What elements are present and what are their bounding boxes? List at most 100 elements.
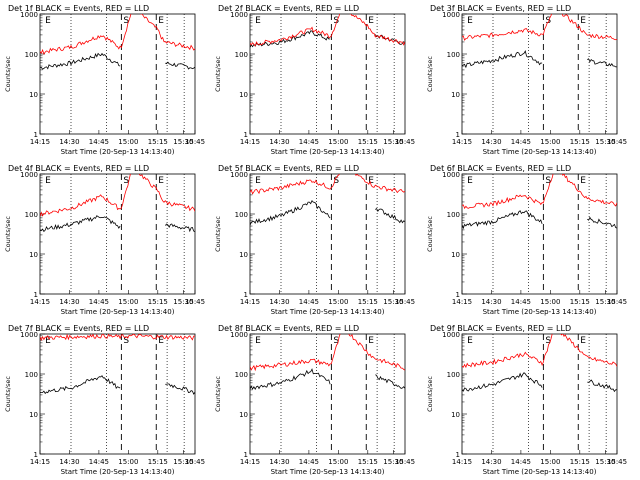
y-tick-label: 10 (29, 91, 38, 99)
x-tick-label: 15:00 (328, 298, 348, 306)
y-tick-label: 100 (447, 371, 460, 379)
y-axis-label: Counts/sec (426, 56, 434, 92)
event-marker-label: E (158, 176, 164, 186)
lld-series-line (462, 334, 617, 369)
x-tick-label: 14:15 (452, 298, 472, 306)
x-tick-label: 15:15 (570, 298, 590, 306)
y-tick-label: 10 (239, 411, 248, 419)
x-tick-label: 15:30 (595, 458, 615, 466)
plot-frame (39, 13, 196, 135)
x-tick-label: 14:30 (269, 298, 289, 306)
x-tick-label: 15:00 (118, 298, 138, 306)
x-tick-label: 14:30 (59, 138, 79, 146)
x-tick-label: 15:30 (173, 138, 193, 146)
y-tick-label: 100 (235, 51, 248, 59)
events-series-line (587, 379, 617, 393)
panel-title: Det 3f BLACK = Events, RED = LLD (430, 4, 571, 13)
x-axis-label: Start Time (20-Sep-13 14:13:40) (483, 468, 597, 476)
x-tick-label: 15:45 (607, 298, 627, 306)
x-axis-label: Start Time (20-Sep-13 14:13:40) (271, 308, 385, 316)
x-tick-label: 15:00 (118, 458, 138, 466)
y-tick-label: 1000 (442, 331, 460, 339)
y-axis-label: Counts/sec (214, 216, 222, 252)
y-tick-label: 100 (25, 371, 38, 379)
x-tick-label: 15:15 (570, 458, 590, 466)
y-tick-label: 10 (451, 251, 460, 259)
y-tick-label: 1 (244, 451, 248, 459)
event-marker-label: S (545, 16, 551, 26)
event-marker-label: S (123, 336, 129, 346)
panel-title: Det 6f BLACK = Events, RED = LLD (430, 164, 571, 173)
lld-series-line (462, 174, 617, 210)
panel-title: Det 5f BLACK = Events, RED = LLD (218, 164, 359, 173)
panel: Det 9f BLACK = Events, RED = LLD 1 10 100 10… (426, 324, 627, 476)
lld-series-line (40, 14, 195, 55)
y-tick-label: 100 (25, 51, 38, 59)
panel-title: Det 1f BLACK = Events, RED = LLD (8, 4, 149, 13)
lld-series-line (462, 14, 617, 41)
x-axis-label: Start Time (20-Sep-13 14:13:40) (271, 468, 385, 476)
lld-series-line (250, 174, 405, 195)
y-tick-label: 1000 (442, 171, 460, 179)
x-tick-label: 14:15 (240, 138, 260, 146)
events-series-line (462, 372, 543, 392)
x-tick-label: 15:00 (328, 138, 348, 146)
x-tick-label: 15:15 (358, 298, 378, 306)
x-tick-label: 14:45 (89, 458, 109, 466)
y-axis-label: Counts/sec (426, 216, 434, 252)
lld-series-line (250, 334, 405, 372)
y-axis-label: Counts/sec (4, 216, 12, 252)
event-marker-label: E (45, 176, 51, 186)
x-tick-label: 14:30 (481, 458, 501, 466)
x-tick-label: 15:45 (607, 138, 627, 146)
events-series-line (250, 30, 331, 48)
event-marker-label: E (368, 176, 374, 186)
event-marker-label: E (255, 16, 261, 26)
y-tick-label: 10 (29, 411, 38, 419)
x-tick-label: 14:30 (269, 458, 289, 466)
y-tick-label: 100 (447, 51, 460, 59)
y-tick-label: 1000 (230, 331, 248, 339)
event-marker-label: S (123, 16, 129, 26)
event-marker-label: E (45, 16, 51, 26)
x-axis-label: Start Time (20-Sep-13 14:13:40) (483, 148, 597, 156)
x-tick-label: 14:30 (59, 298, 79, 306)
x-tick-label: 15:15 (148, 138, 168, 146)
y-axis-label: Counts/sec (426, 376, 434, 412)
x-tick-label: 14:45 (299, 458, 319, 466)
x-axis-label: Start Time (20-Sep-13 14:13:40) (271, 148, 385, 156)
lld-series-line (40, 174, 195, 217)
y-axis-label: Counts/sec (214, 56, 222, 92)
event-marker-label: E (255, 336, 261, 346)
event-marker-label: S (333, 16, 339, 26)
x-tick-label: 14:30 (269, 138, 289, 146)
y-tick-label: 1 (456, 451, 460, 459)
plot-frame (39, 333, 196, 455)
y-tick-label: 1 (34, 451, 38, 459)
x-tick-label: 14:45 (299, 298, 319, 306)
event-marker-label: E (580, 336, 586, 346)
y-tick-label: 1 (244, 131, 248, 139)
x-tick-label: 15:15 (358, 138, 378, 146)
event-marker-label: E (368, 336, 374, 346)
x-tick-label: 14:45 (511, 138, 531, 146)
event-marker-label: E (467, 176, 473, 186)
x-tick-label: 14:45 (89, 138, 109, 146)
y-tick-label: 1000 (442, 11, 460, 19)
event-marker-label: S (545, 336, 551, 346)
event-marker-label: E (158, 16, 164, 26)
panel: Det 1f BLACK = Events, RED = LLD 1 10 100 10… (4, 4, 205, 156)
panel: Det 4f BLACK = Events, RED = LLD 1 10 100 10… (4, 164, 205, 316)
y-tick-label: 10 (451, 411, 460, 419)
events-series-line (165, 61, 195, 70)
events-series-line (250, 368, 331, 391)
panel-title: Det 7f BLACK = Events, RED = LLD (8, 324, 149, 333)
event-marker-label: E (158, 336, 164, 346)
x-tick-label: 15:15 (148, 458, 168, 466)
events-series-line (164, 223, 195, 233)
x-tick-label: 14:15 (240, 458, 260, 466)
y-axis-label: Counts/sec (214, 376, 222, 412)
event-marker-label: S (333, 336, 339, 346)
y-axis-label: Counts/sec (4, 376, 12, 412)
